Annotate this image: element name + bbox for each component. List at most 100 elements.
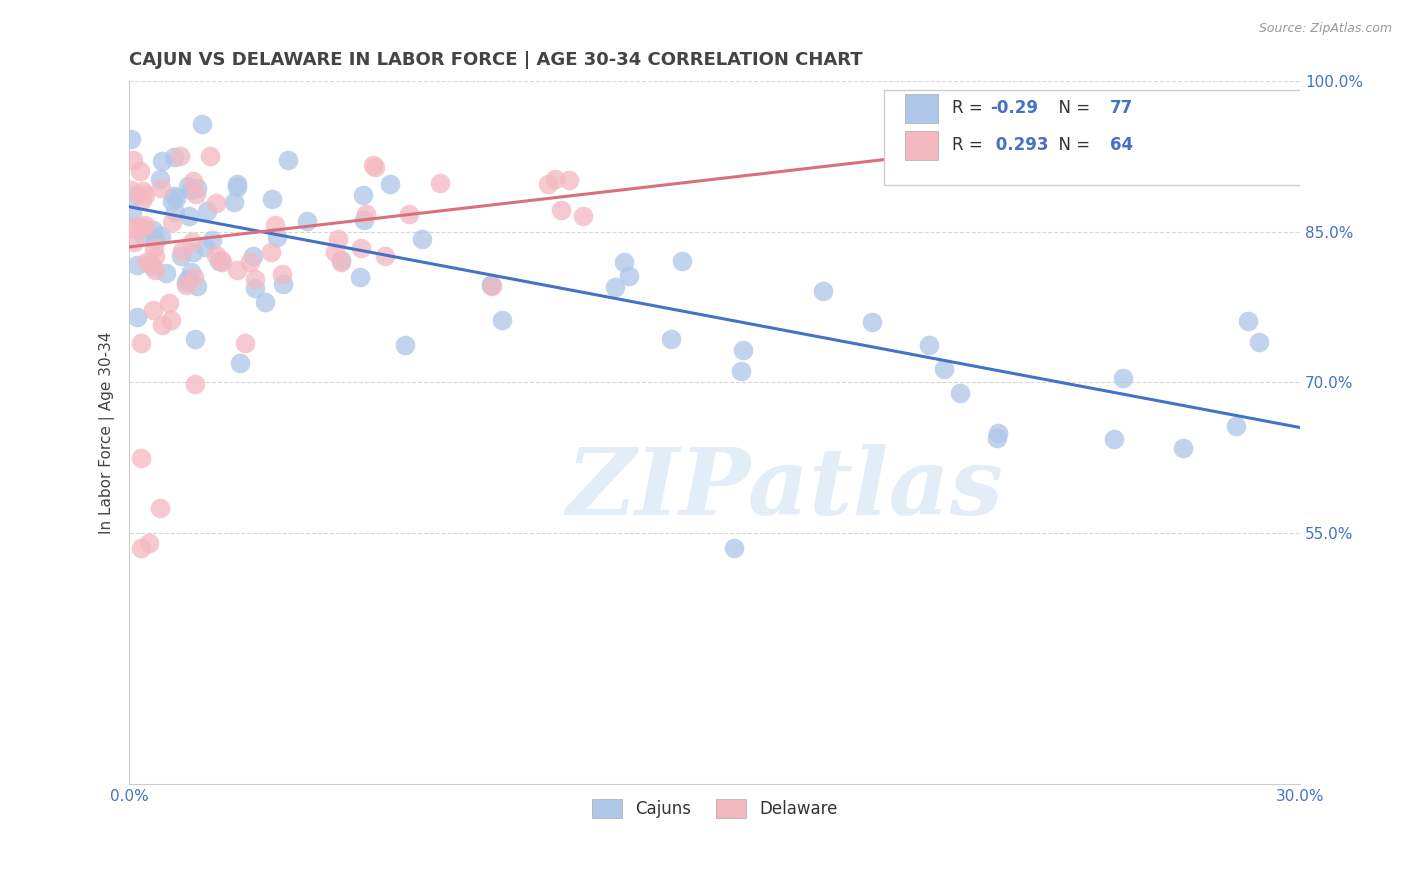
Point [132, 219, 155, 234]
Text: 0.293: 0.293 [990, 136, 1049, 153]
Point [329, 255, 352, 269]
Point [222, 195, 245, 210]
Point [134, 187, 156, 202]
Point [186, 278, 208, 293]
Point [1104, 432, 1126, 446]
Point [262, 192, 284, 206]
Point [253, 294, 276, 309]
Point [361, 158, 384, 172]
Point [429, 176, 451, 190]
Point [177, 179, 200, 194]
Point [141, 260, 163, 274]
Point [352, 187, 374, 202]
Point [572, 209, 595, 223]
Point [242, 249, 264, 263]
Point [163, 150, 186, 164]
Point [190, 117, 212, 131]
Point [544, 172, 567, 186]
FancyBboxPatch shape [884, 90, 1306, 185]
Point [149, 171, 172, 186]
Point [233, 336, 256, 351]
Point [918, 338, 941, 352]
Point [125, 219, 148, 234]
Point [134, 218, 156, 232]
Point [671, 253, 693, 268]
Point [149, 229, 172, 244]
Point [180, 183, 202, 197]
Point [121, 206, 143, 220]
Point [266, 229, 288, 244]
Point [195, 204, 218, 219]
FancyBboxPatch shape [905, 94, 938, 123]
Point [121, 153, 143, 168]
Point [374, 249, 396, 263]
Point [181, 235, 204, 249]
Point [1171, 441, 1194, 455]
Point [129, 450, 152, 465]
Point [479, 277, 502, 292]
Point [180, 265, 202, 279]
Point [613, 254, 636, 268]
Point [142, 241, 165, 255]
Point [129, 219, 152, 234]
Point [152, 153, 174, 168]
Point [239, 255, 262, 269]
Point [537, 177, 560, 191]
Point [479, 278, 502, 293]
Point [170, 249, 193, 263]
Point [211, 254, 233, 268]
Point [142, 223, 165, 237]
Point [143, 232, 166, 246]
Text: Source: ZipAtlas.com: Source: ZipAtlas.com [1258, 22, 1392, 36]
Point [132, 185, 155, 199]
Point [143, 263, 166, 277]
Point [398, 207, 420, 221]
Point [135, 255, 157, 269]
Point [411, 232, 433, 246]
Point [860, 315, 883, 329]
Point [1225, 419, 1247, 434]
Point [201, 233, 224, 247]
Point [186, 181, 208, 195]
Point [226, 263, 249, 277]
Point [177, 272, 200, 286]
Point [163, 205, 186, 219]
Point [122, 235, 145, 249]
Point [987, 425, 1010, 440]
Point [169, 149, 191, 163]
Point [481, 278, 503, 293]
Point [149, 500, 172, 515]
Point [160, 215, 183, 229]
Point [354, 207, 377, 221]
Text: R =: R = [952, 99, 988, 117]
Point [125, 258, 148, 272]
Point [271, 277, 294, 291]
Point [243, 281, 266, 295]
Point [934, 361, 956, 376]
Point [603, 280, 626, 294]
Point [132, 227, 155, 242]
Point [176, 277, 198, 292]
Point [270, 267, 292, 281]
Point [1111, 371, 1133, 385]
Point [125, 310, 148, 324]
Point [160, 194, 183, 208]
Point [380, 177, 402, 191]
Point [129, 335, 152, 350]
Point [159, 313, 181, 327]
Point [200, 149, 222, 163]
Y-axis label: In Labor Force | Age 30-34: In Labor Force | Age 30-34 [100, 331, 115, 533]
Text: N =: N = [1049, 99, 1095, 117]
Point [120, 183, 142, 197]
Text: N =: N = [1049, 136, 1095, 153]
Point [157, 296, 180, 310]
Point [1250, 877, 1272, 891]
Point [184, 376, 207, 391]
Point [353, 213, 375, 227]
Point [125, 188, 148, 202]
Legend: Cajuns, Delaware: Cajuns, Delaware [585, 792, 845, 824]
Point [326, 232, 349, 246]
Point [730, 364, 752, 378]
Point [163, 189, 186, 203]
Point [150, 181, 173, 195]
